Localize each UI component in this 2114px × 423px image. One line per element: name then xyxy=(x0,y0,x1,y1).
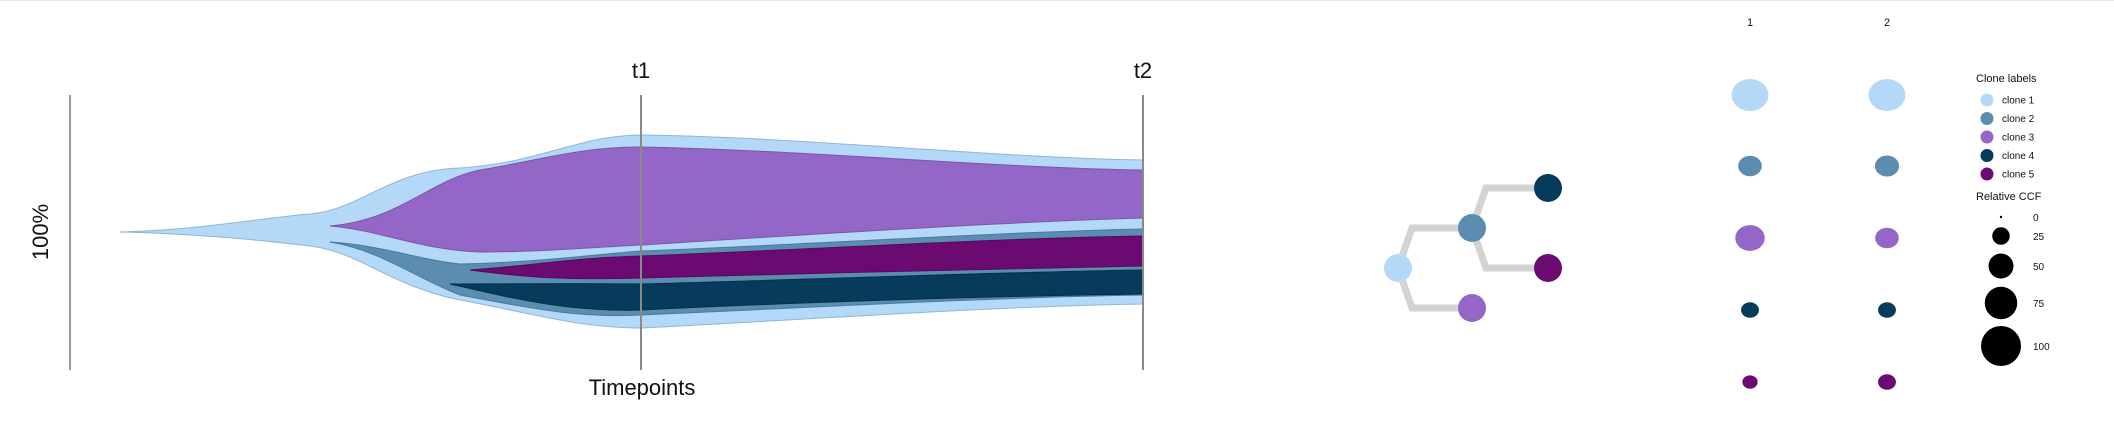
legend-ccf-label-50: 50 xyxy=(2033,262,2045,273)
legend-swatch-clone-3 xyxy=(1980,130,1994,144)
bubble-column-label: 1 xyxy=(1747,17,1753,29)
top-border xyxy=(0,0,2114,1)
bubble-clone-4-tp1 xyxy=(1741,302,1759,318)
fish-plot: 100% t1 t2 Timepoints xyxy=(28,58,1152,400)
bubble-clone-3-tp2 xyxy=(1875,227,1899,249)
legend-ccf-title: Relative CCF xyxy=(1976,191,2042,203)
legend-ccf-size-50 xyxy=(1988,253,2014,279)
legend-swatch-clone-4 xyxy=(1980,149,1994,162)
legend-clone-list: clone 1 clone 2 clone 3 clone 4 clone 5 xyxy=(1980,93,2035,181)
bubble-clone-2-tp2 xyxy=(1874,155,1900,177)
y-axis-label: 100% xyxy=(28,204,53,260)
tree-node-clone-1 xyxy=(1384,254,1412,282)
legend-ccf-size-0 xyxy=(1999,215,2003,219)
legend-label-clone-1: clone 1 xyxy=(2002,96,2035,107)
bubble-clone-5-tp2 xyxy=(1878,374,1896,390)
tree-node-clone-2 xyxy=(1458,214,1486,242)
bubble-clone-3-tp1 xyxy=(1735,225,1765,251)
legend-ccf-label-0: 0 xyxy=(2033,213,2039,224)
legend-label-clone-3: clone 3 xyxy=(2002,133,2035,144)
tree-edge-1-3 xyxy=(1394,266,1472,312)
x-axis-label: Timepoints xyxy=(589,375,696,400)
bubble-clone-1-tp2 xyxy=(1868,79,1906,111)
tree-node-clone-3 xyxy=(1458,294,1486,322)
legend-label-clone-5: clone 5 xyxy=(2002,170,2035,181)
tree-edge-2-4 xyxy=(1468,184,1548,230)
tree-edge-2-5 xyxy=(1468,226,1548,272)
legend-swatch-clone-1 xyxy=(1980,93,1994,107)
legend-ccf-size-100 xyxy=(1981,326,2021,366)
bubble-column-label: 2 xyxy=(1884,17,1890,29)
clone-tree xyxy=(1384,174,1562,322)
bubble-clone-1-tp1 xyxy=(1731,79,1769,111)
timepoint-label-t1: t1 xyxy=(632,58,650,83)
bubble-clone-5-tp1 xyxy=(1742,375,1758,389)
legend-label-clone-2: clone 2 xyxy=(2002,114,2035,125)
bubble-clone-4-tp2 xyxy=(1878,302,1896,318)
legend-ccf-scale: 0 25 50 75 100 xyxy=(1981,213,2050,366)
legend-ccf-size-75 xyxy=(1984,286,2018,320)
legend-swatch-clone-2 xyxy=(1980,112,1994,125)
legend-ccf-label-25: 25 xyxy=(2033,232,2045,243)
legend-swatch-clone-5 xyxy=(1980,167,1994,181)
legend-ccf-label-100: 100 xyxy=(2033,342,2050,353)
legend-ccf-label-75: 75 xyxy=(2033,299,2045,310)
tree-node-clone-5 xyxy=(1534,254,1562,282)
legend-label-clone-4: clone 4 xyxy=(2002,151,2035,162)
legend-ccf-size-25 xyxy=(1992,227,2010,245)
legend-clone-title: Clone labels xyxy=(1976,73,2037,85)
bubble-clone-2-tp1 xyxy=(1738,155,1762,177)
tree-edge-1-2 xyxy=(1394,224,1472,270)
tree-node-clone-4 xyxy=(1534,174,1562,202)
timepoint-label-t2: t2 xyxy=(1134,58,1152,83)
